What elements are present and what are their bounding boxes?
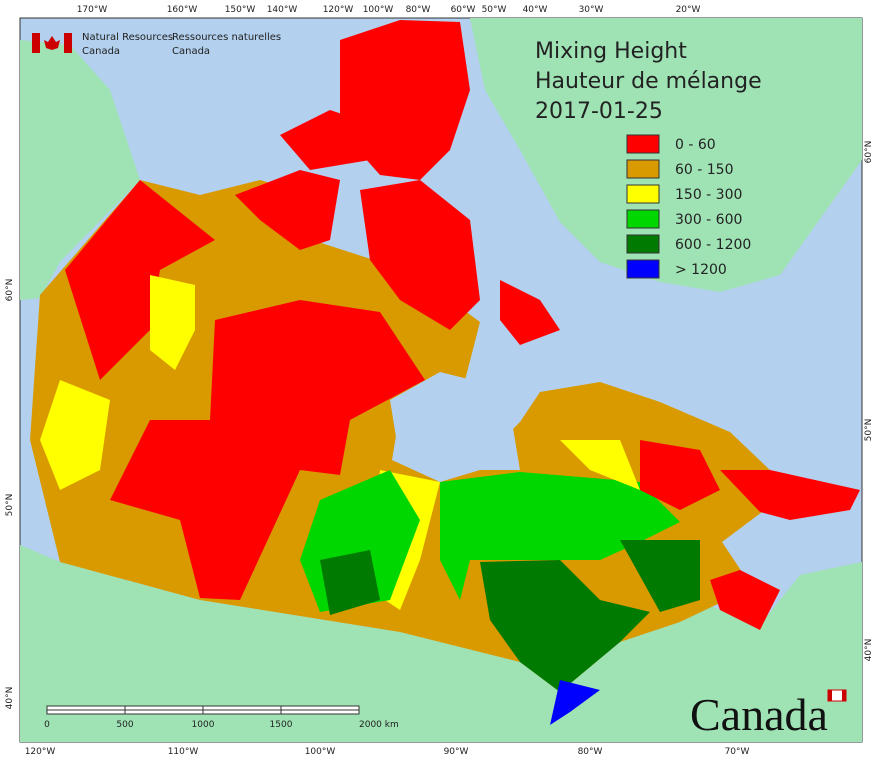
graticule-left: 60°N <box>5 279 15 302</box>
legend-swatch <box>626 159 660 179</box>
legend-swatch <box>626 259 660 279</box>
scale-label: 1000 <box>192 720 215 730</box>
canada-mixing-height <box>30 20 860 725</box>
legend-swatch <box>626 184 660 204</box>
scale-label: 500 <box>116 720 133 730</box>
graticule-top: 20°W <box>676 5 701 15</box>
graticule-bottom: 90°W <box>444 747 469 757</box>
wordmark: Canada <box>690 689 828 740</box>
scale-label: 0 <box>44 720 50 730</box>
title-line: 2017-01-25 <box>535 99 663 124</box>
flag-bar <box>32 33 40 53</box>
graticule-top: 80°W <box>406 5 431 15</box>
scale-segment <box>46 705 126 711</box>
wordmark-flag-bar <box>842 690 846 701</box>
wordmark-flag-bar <box>828 690 832 701</box>
graticule-left: 50°N <box>5 494 15 517</box>
maple-leaf <box>44 36 60 50</box>
scale-segment <box>124 709 204 715</box>
legend-label: > 1200 <box>675 262 727 278</box>
graticule-top: 30°W <box>579 5 604 15</box>
legend: 0 - 60 60 - 150 150 - 300 300 - 600 600 - 12… <box>626 134 751 279</box>
title-line: Mixing Height <box>535 39 687 64</box>
legend-label: 300 - 600 <box>675 212 742 228</box>
scale-label: 2000 km <box>359 720 399 730</box>
scale-segment <box>202 705 282 711</box>
graticule-top: 120°W <box>323 5 354 15</box>
graticule-top: 140°W <box>267 5 298 15</box>
graticule-right: 40°N <box>864 639 874 662</box>
graticule-bottom: 120°W <box>25 747 56 757</box>
graticule-top: 40°W <box>523 5 548 15</box>
legend-swatch <box>626 234 660 254</box>
graticule-bottom: 80°W <box>578 747 603 757</box>
graticule-bottom: 110°W <box>168 747 199 757</box>
scale-segment <box>202 709 282 715</box>
legend-label: 150 - 300 <box>675 187 742 203</box>
graticule-left: 40°N <box>5 687 15 710</box>
header <box>32 33 72 53</box>
scale-segment <box>46 709 126 715</box>
scale-label: 1500 <box>270 720 293 730</box>
agency-en: Canada <box>82 46 120 57</box>
title-line: Hauteur de mélange <box>535 69 762 94</box>
scale-segment <box>124 705 204 711</box>
scale-segment <box>280 705 360 711</box>
graticule-top: 60°W <box>451 5 476 15</box>
legend-swatch <box>626 134 660 154</box>
graticule-top: 150°W <box>225 5 256 15</box>
agency-fr: Canada <box>172 46 210 57</box>
graticule-bottom: 100°W <box>305 747 336 757</box>
agency-en: Natural Resources <box>82 32 173 43</box>
legend-label: 600 - 1200 <box>675 237 751 253</box>
legend-label: 60 - 150 <box>675 162 734 178</box>
graticule-top: 50°W <box>482 5 507 15</box>
scale-segment <box>280 709 360 715</box>
flag-bar <box>64 33 72 53</box>
graticule-bottom: 70°W <box>725 747 750 757</box>
graticule-top: 100°W <box>363 5 394 15</box>
agency-fr: Ressources naturelles <box>172 32 281 43</box>
legend-label: 0 - 60 <box>675 137 716 153</box>
graticule-right: 60°N <box>864 141 874 164</box>
legend-swatch <box>626 209 660 229</box>
graticule-top: 160°W <box>167 5 198 15</box>
foreign-land <box>20 18 862 742</box>
graticule-top: 170°W <box>77 5 108 15</box>
graticule-right: 50°N <box>864 419 874 442</box>
scale-bar: 0 500 1000 1500 2000 km <box>44 705 399 730</box>
